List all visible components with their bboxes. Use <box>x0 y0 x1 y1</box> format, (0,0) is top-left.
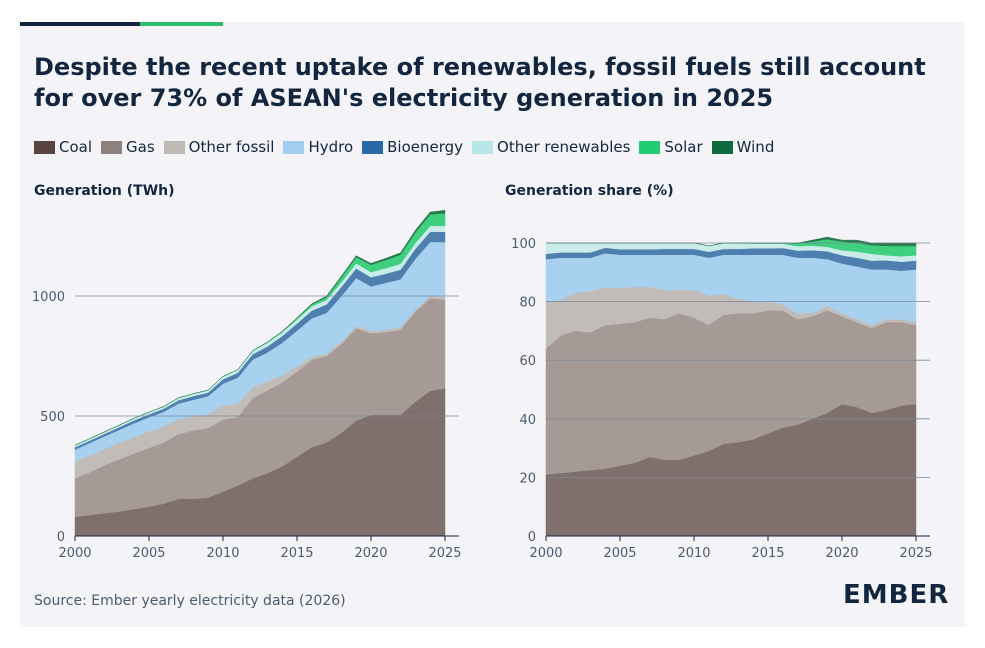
x-tick-label: 2015 <box>280 546 313 561</box>
legend-swatch <box>639 140 661 154</box>
legend-item-bioenergy: Bioenergy <box>362 138 463 156</box>
legend-item-other-renewables: Other renewables <box>472 138 630 156</box>
legend-label: Coal <box>59 138 93 156</box>
legend-swatch <box>163 140 185 154</box>
x-tick-label: 2020 <box>354 546 387 561</box>
x-tick-label: 2010 <box>206 546 239 561</box>
x-tick-label: 2010 <box>677 546 710 561</box>
y-tick-label: 1000 <box>32 290 65 305</box>
legend-swatch <box>362 140 384 154</box>
legend: Coal Gas Other fossil Hydro Bioenergy Other r… <box>34 138 783 156</box>
chart-card: Despite the recent uptake of renewables,… <box>20 22 965 627</box>
y-tick-label: 60 <box>519 354 536 369</box>
legend-label: Solar <box>664 138 703 156</box>
legend-item-gas: Gas <box>101 138 155 156</box>
legend-label: Other renewables <box>497 138 631 156</box>
x-tick-label: 2005 <box>132 546 165 561</box>
chart-title: Despite the recent uptake of renewables,… <box>34 53 926 112</box>
ember-logo: EMBER <box>843 580 950 610</box>
legend-label: Other fossil <box>188 138 275 156</box>
area-wind <box>74 210 446 446</box>
left-panel-title: Generation (TWh) <box>34 183 175 199</box>
legend-item-hydro: Hydro <box>283 138 353 156</box>
accent-bar <box>20 22 223 26</box>
legend-label: Hydro <box>308 138 354 156</box>
x-tick-label: 2000 <box>529 546 562 561</box>
x-tick-label: 2025 <box>899 546 932 561</box>
legend-label: Gas <box>126 138 155 156</box>
legend-swatch <box>283 140 305 154</box>
legend-swatch <box>472 140 494 154</box>
legend-swatch <box>711 140 733 154</box>
x-tick-label: 2015 <box>751 546 784 561</box>
legend-item-other-fossil: Other fossil <box>163 138 275 156</box>
right-panel-title: Generation share (%) <box>505 183 674 199</box>
legend-swatch <box>34 140 55 154</box>
y-tick-label: 500 <box>40 410 65 425</box>
share-chart: 0 20 40 60 80 100 2000 2005 2010 2015 2020 2025 <box>511 236 933 561</box>
y-tick-label: 0 <box>528 530 536 545</box>
y-tick-label: 0 <box>57 530 65 545</box>
legend-item-solar: Solar <box>639 138 703 156</box>
x-tick-label: 2020 <box>825 546 858 561</box>
y-tick-label: 100 <box>511 237 536 252</box>
y-tick-label: 20 <box>519 471 536 486</box>
legend-swatch <box>101 140 123 154</box>
x-tick-label: 2000 <box>58 546 91 561</box>
x-tick-label: 2025 <box>428 546 461 561</box>
legend-item-wind: Wind <box>711 138 775 156</box>
legend-label: Bioenergy <box>387 138 464 156</box>
legend-item-coal: Coal <box>34 138 92 156</box>
legend-label: Wind <box>736 138 775 156</box>
source-note: Source: Ember yearly electricity data (2… <box>34 593 346 609</box>
y-tick-label: 80 <box>519 296 536 311</box>
x-tick-label: 2005 <box>603 546 636 561</box>
generation-chart: 0 500 1000 2000 2005 2010 2015 2020 2025 <box>32 210 462 561</box>
y-tick-label: 40 <box>519 413 536 428</box>
